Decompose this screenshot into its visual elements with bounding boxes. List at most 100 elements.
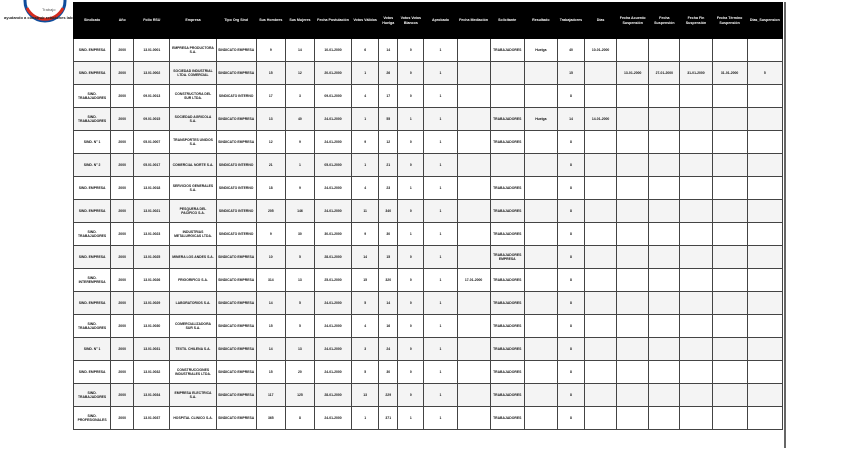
table-cell: 205: [255, 199, 286, 223]
table-cell: SIND. TRABAJADORES: [72, 222, 112, 246]
table-cell: [746, 268, 784, 292]
table-cell: [679, 360, 713, 384]
header-row: Sindicato Año Folio RSU Empresa Tipo Org Sin…: [72, 2, 784, 39]
table-cell: 0: [397, 245, 425, 269]
table-cell: [616, 337, 650, 361]
table-cell: 14: [351, 245, 380, 269]
table-cell: 9: [351, 222, 380, 246]
table-cell: 2000: [110, 84, 135, 108]
table-cell: 1: [423, 176, 458, 200]
table-cell: [711, 291, 748, 315]
table-cell: 2000: [110, 130, 135, 154]
table-cell: 27-01-2000: [648, 61, 681, 85]
table-cell: 2000: [110, 314, 135, 338]
table-cell: 13.01.0029: [133, 291, 171, 315]
table-row: SIND. N° 2 2000 05.01.0017 COMERCIAL NORTE …: [72, 153, 784, 177]
table-cell: 13-01-2000: [616, 61, 650, 85]
table-cell: [616, 314, 650, 338]
table-cell: TRABAJADORES: [489, 337, 525, 361]
table-cell: SIND. N° 1: [72, 130, 112, 154]
table-cell: SINDICATO EMPRESA: [215, 38, 257, 62]
table-cell: [523, 360, 558, 384]
table-cell: [648, 199, 681, 223]
table-cell: 21: [255, 153, 286, 177]
table-cell: 14: [556, 107, 586, 131]
column-header: Resultado: [523, 2, 558, 39]
table-cell: [746, 130, 784, 154]
table-cell: SOCIEDAD AGRICOLA S.A.: [169, 107, 217, 131]
table-cell: 8: [556, 84, 586, 108]
table-cell: 30: [378, 222, 399, 246]
table-right-border: [784, 2, 786, 448]
table-cell: 13.01.0034: [133, 383, 171, 407]
table-row: SIND. N° 1 2000 13.01.0031 TEXTIL CHILENA S…: [72, 337, 784, 361]
table-cell: 24-01-2000: [313, 337, 353, 361]
table-cell: 0: [397, 268, 425, 292]
table-cell: [679, 199, 713, 223]
column-header: Sindicato: [72, 2, 112, 39]
table-cell: 16: [378, 314, 399, 338]
column-header: Fecha Acuerdo Suspensión: [616, 2, 650, 39]
table-cell: [648, 337, 681, 361]
table-cell: TEXTIL CHILENA S.A.: [169, 337, 217, 361]
table-cell: [679, 268, 713, 292]
table-cell: 13.01.0021: [133, 199, 171, 223]
table-cell: 5: [284, 291, 315, 315]
table-cell: SINDICATO EMPRESA: [215, 337, 257, 361]
table-cell: TRABAJADORES: [489, 130, 525, 154]
table-cell: SINDICATO EMPRESA: [215, 314, 257, 338]
table-cell: TRABAJADORES: [489, 176, 525, 200]
table-cell: 15: [378, 245, 399, 269]
table-cell: 13: [255, 107, 286, 131]
table-cell: [456, 337, 491, 361]
table-cell: TRABAJADORES: [489, 360, 525, 384]
table-cell: [711, 153, 748, 177]
table-cell: 125: [284, 383, 315, 407]
table-cell: [523, 199, 558, 223]
table-cell: SINDICATO EMPRESA: [215, 360, 257, 384]
table-cell: [746, 406, 784, 430]
table-cell: [616, 176, 650, 200]
table-cell: 1: [397, 107, 425, 131]
table-cell: 13.01.0026: [133, 268, 171, 292]
table-cell: 5: [351, 360, 380, 384]
table-cell: [523, 222, 558, 246]
table-cell: [679, 84, 713, 108]
table-cell: [456, 199, 491, 223]
table-cell: 30: [378, 360, 399, 384]
column-header: Tipo Org Sind: [215, 2, 257, 39]
table-cell: [584, 84, 618, 108]
table-cell: [679, 245, 713, 269]
table-cell: 14: [378, 38, 399, 62]
table-cell: SIND. EMPRESA: [72, 176, 112, 200]
table-cell: SINDICATO EMPRESA: [215, 291, 257, 315]
table-cell: SIND. EMPRESA: [72, 199, 112, 223]
table-cell: [489, 84, 525, 108]
table-cell: [711, 130, 748, 154]
column-header: Dias_Suspension: [746, 2, 784, 39]
table-cell: SIND. TRABAJADORES: [72, 383, 112, 407]
table-cell: 9: [255, 38, 286, 62]
table-cell: [584, 222, 618, 246]
table-cell: 0: [397, 314, 425, 338]
table-cell: 15: [255, 61, 286, 85]
table-cell: 1: [423, 199, 458, 223]
table-cell: SIND. N° 1: [72, 337, 112, 361]
table-cell: 1: [397, 406, 425, 430]
table-cell: 15: [255, 314, 286, 338]
column-header: Fecha Postulación: [313, 2, 353, 39]
table-cell: 8: [556, 360, 586, 384]
table-cell: [711, 222, 748, 246]
table-cell: [584, 61, 618, 85]
table-cell: [679, 38, 713, 62]
table-cell: 8: [556, 176, 586, 200]
table-cell: 1: [351, 61, 380, 85]
table-cell: 15: [556, 61, 586, 85]
table-cell: [648, 291, 681, 315]
table-cell: [616, 291, 650, 315]
table-cell: [523, 84, 558, 108]
table-cell: 24: [378, 337, 399, 361]
table-cell: 117: [255, 383, 286, 407]
table-cell: [456, 291, 491, 315]
table-cell: [584, 176, 618, 200]
